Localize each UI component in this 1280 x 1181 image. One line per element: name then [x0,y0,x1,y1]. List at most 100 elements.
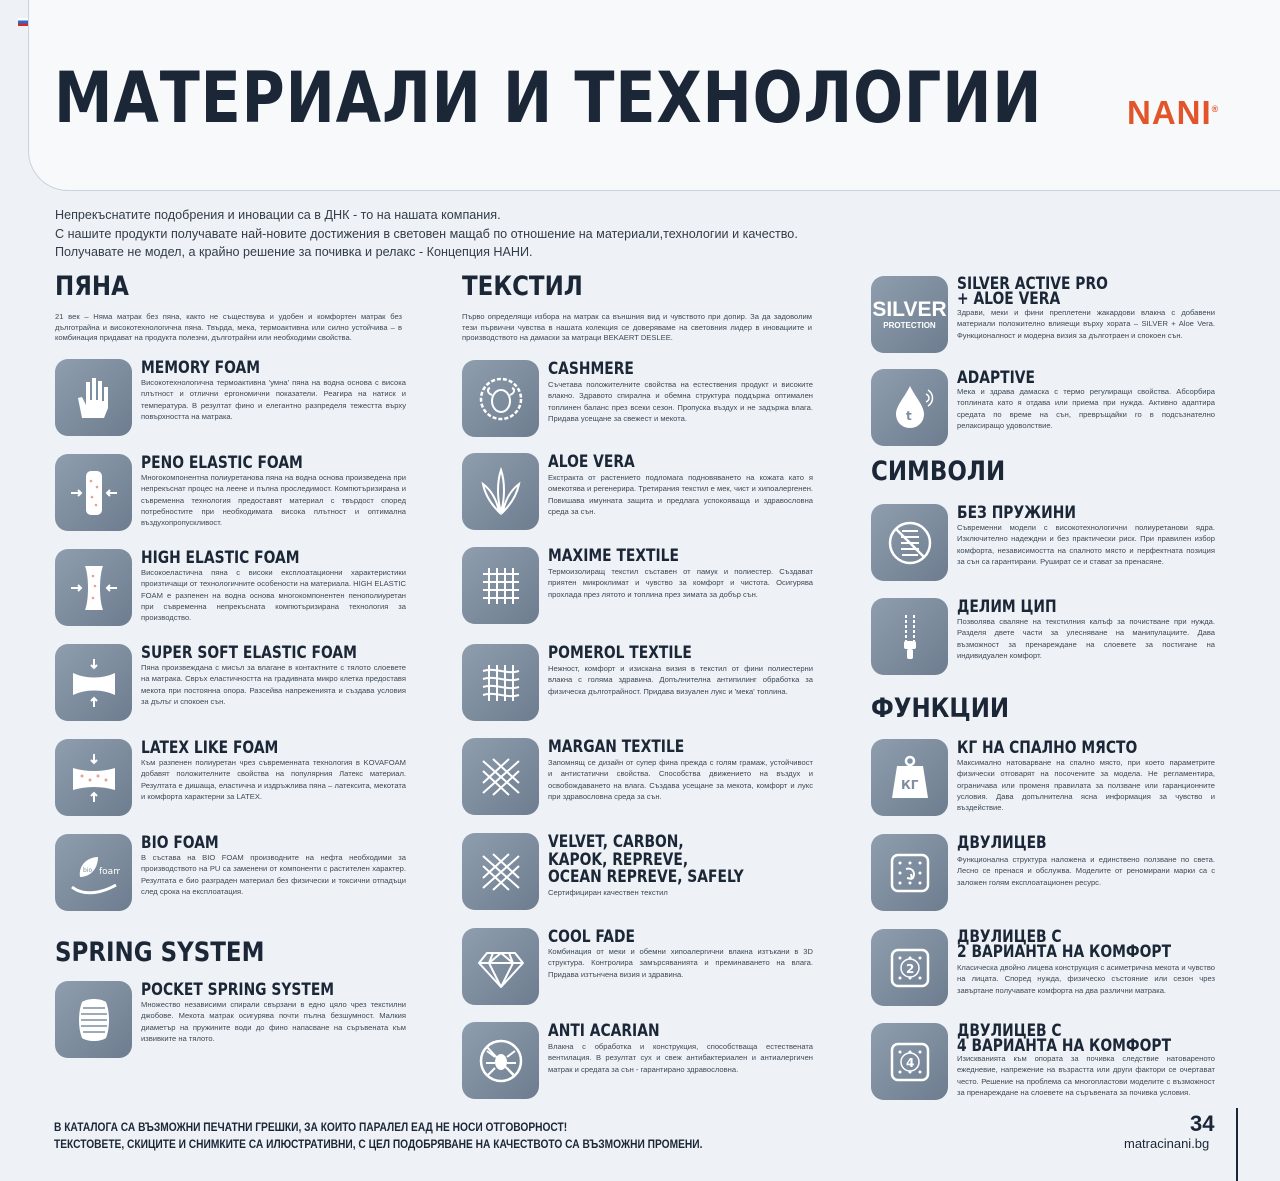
item-title: COOL FADE [548,927,635,946]
water-drop-icon: t [871,369,948,446]
item-desc: В състава на BIO FOAM производните на не… [141,853,406,896]
svg-text:2: 2 [906,962,914,976]
aloe-icon [462,453,539,530]
header-panel [28,0,1280,191]
latex-icon [55,739,132,816]
item-desc: Изискванията към опората за почивка след… [957,1054,1215,1097]
item-title-line: SILVER ACTIVE PRO [957,274,1108,293]
item-title-line: VELVET, CARBON, [548,832,684,851]
item-title: PENO ELASTIC FOAM [141,453,303,472]
item-title-line: ДВУЛИЦЕВ С [957,927,1062,946]
zipper-icon [871,598,948,675]
item-desc: Съвременни модели с високотехнологични п… [957,523,1215,566]
item-desc: Мека и здрава дамаска с термо регулиращи… [957,387,1215,430]
item-desc: Сертифициран качествен текстил [548,888,668,897]
item-desc: Функционална структура наложена и единст… [957,855,1215,887]
flip-icon [871,834,948,911]
item-title: ДВУЛИЦЕВ [957,833,1047,852]
section-desc-foams: 21 век – Няма матрак без пяна, както не … [55,312,402,343]
item-desc: Запомнящ се дизайн от супер фина прежда … [548,758,813,801]
brand-logo: NANI® [1127,94,1220,131]
item-title: SUPER SOFT ELASTIC FOAM [141,643,357,662]
item-desc: Множество независими спирали свързани в … [141,1000,406,1043]
hand-icon [55,359,132,436]
item-title: ADAPTIVE [957,368,1035,387]
item-desc: Комбинация от меки и обемни хипоалергичн… [548,947,813,979]
item-title: MEMORY FOAM [141,358,261,377]
item-title: БЕЗ ПРУЖИНИ [957,503,1076,522]
item-desc: Позволява сваляне на текстилния калъф за… [957,617,1215,660]
item-desc: Пяна произвеждана с мисъл за влагане в к… [141,663,406,706]
item-title: POMEROL TEXTILE [548,643,692,662]
item-title: MAXIME TEXTILE [548,546,679,565]
mite-icon [462,1022,539,1099]
weave-icon [462,833,539,910]
intro-line: Получавате не модел, а крайно решение за… [55,245,533,259]
intro-line: Непрекъснатите подобрения и иновации са … [55,208,501,222]
item-title-line: + ALOE VERA [957,289,1061,308]
weight-label: КГ [901,778,919,792]
intro-line: С нашите продукти получавате най-новите … [55,226,798,241]
item-title-line: KAPOK, REPREVE, [548,849,689,869]
item-desc: Нежност, комфорт и изискана визия в текс… [548,664,813,696]
item-desc: Съчетава положителните свойства на естес… [548,380,813,423]
page-title: МАТЕРИАЛИ И ТЕХНОЛОГИИ [54,57,1043,139]
flip-icon: 4 [871,1023,948,1100]
section-title-symbols: СИМВОЛИ [871,456,1006,487]
foam-layer-icon [55,454,132,531]
sheep-icon [462,360,539,437]
item-desc: Многокомпонентна полиуретанова пяна на в… [141,473,406,528]
weave-icon [462,738,539,815]
item-title: LATEX LIKE FOAM [141,738,279,757]
compression-icon [55,644,132,721]
svg-text:t: t [906,409,912,423]
item-title: SILVER ACTIVE PRO + ALOE VERA [957,274,1108,308]
item-title: КГ НА СПАЛНО МЯСТО [957,738,1138,757]
item-title: BIO FOAM [141,833,219,852]
disclaimer: В КАТАЛОГА СА ВЪЗМОЖНИ ПЕЧАТНИ ГРЕШКИ, З… [54,1119,791,1153]
flag-icon [18,18,28,26]
svg-text:4: 4 [906,1056,914,1070]
item-title: ALOE VERA [548,452,635,471]
bio-foam-icon: foam bio [55,834,132,911]
disclaimer-line: ТЕКСТОВЕТЕ, СКИЦИТЕ И СНИМКИТЕ СА ИЛЮСТР… [54,1138,703,1151]
item-title: CASHMERE [548,359,634,378]
item-title-line: 2 ВАРИАНТА НА КОМФОРТ [957,942,1172,961]
item-title-line: OCEAN REPREVE, SAFELY [548,867,744,886]
disclaimer-line: В КАТАЛОГА СА ВЪЗМОЖНИ ПЕЧАТНИ ГРЕШКИ, З… [54,1121,568,1134]
item-desc: Класическа двойно лицева конструкция с а… [957,963,1215,995]
item-desc: Високотехнологична термоактивна 'умна' п… [141,378,406,421]
item-desc: Към разпенен полиуретан чрез съвременнат… [141,758,406,801]
website-link[interactable]: matracinani.bg [1124,1136,1210,1151]
item-title: HIGH ELASTIC FOAM [141,548,300,567]
page-number: 34 [1190,1111,1215,1136]
no-spring-icon [871,504,948,581]
item-title: ДЕЛИМ ЦИП [957,597,1057,616]
svg-text:bio: bio [83,867,92,874]
weight-icon: КГ [871,739,948,816]
item-title: MARGAN TEXTILE [548,737,685,756]
badge-subtext: PROTECTION [883,321,936,330]
section-title-textile: ТЕКСТИЛ [462,271,583,302]
item-title-line: ДВУЛИЦЕВ С [957,1021,1062,1040]
intro-text: Непрекъснатите подобрения и иновации са … [55,206,855,262]
flip-icon: 2 [871,929,948,1006]
diamond-icon [462,928,539,1005]
section-desc-textile: Първо определящи избора на матрак са вън… [462,312,812,343]
weave-icon [462,547,539,624]
section-title-functions: ФУНКЦИИ [871,693,1010,724]
item-title: POCKET SPRING SYSTEM [141,980,335,999]
item-desc: Екстракта от растението подломага поднов… [548,473,813,516]
item-title-line: 4 ВАРИАНТА НА КОМФОРТ [957,1036,1172,1055]
item-desc: Здрави, меки и фини преплетени жакардови… [957,308,1215,340]
svg-text:foam: foam [99,867,120,877]
item-desc: Високоеластична пяна с високи експлоатац… [141,568,406,623]
spring-icon [55,981,132,1058]
item-title: ANTI ACARIAN [548,1021,660,1040]
item-desc: Максимално натоварване на спално място, … [957,758,1215,813]
item-title: VELVET, CARBON, KAPOK, REPREVE, OCEAN REPR… [548,833,744,886]
foam-layer-icon [55,549,132,626]
item-desc: Влакна с обработка и конструкция, способ… [548,1042,813,1074]
